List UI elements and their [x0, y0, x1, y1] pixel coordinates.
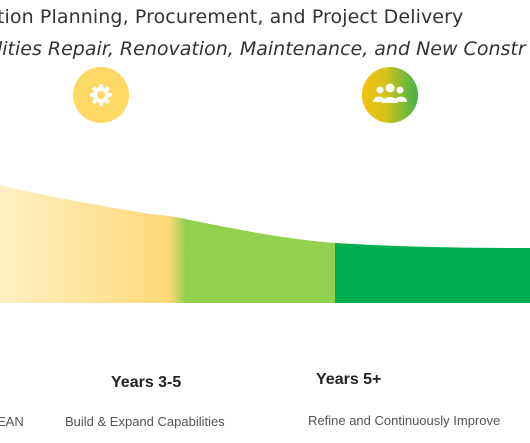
diagram-title: tion Planning, Procurement, and Project … [0, 6, 464, 28]
diagram-subtitle: lities Repair, Renovation, Maintenance, … [0, 38, 526, 60]
phase-band-1 [0, 185, 170, 303]
gear-icon [90, 84, 112, 106]
people-group-icon [373, 83, 407, 103]
phase-band-2 [185, 219, 336, 303]
phase-band-3 [335, 243, 530, 303]
phase-band-blend [169, 216, 186, 303]
phase-3-description: Refine and Continuously Improve [308, 413, 501, 428]
phase-2-year: Years 3-5 [111, 374, 182, 391]
phase-1-description: EAN [0, 414, 24, 429]
gear-icon-badge [73, 67, 129, 123]
phase-3-year: Years 5+ [316, 371, 382, 388]
phase-2-description: Build & Expand Capabilities [65, 414, 225, 429]
people-icon-badge [362, 67, 418, 123]
